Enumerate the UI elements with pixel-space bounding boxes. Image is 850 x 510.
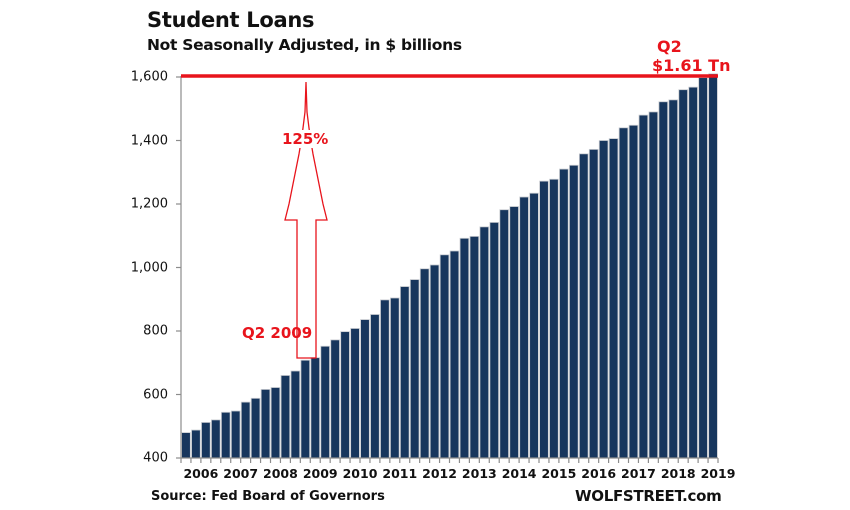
bar-2007Q1: [220, 411, 231, 459]
bar-2019Q2: [708, 73, 718, 459]
bar-2007Q4: [250, 397, 261, 459]
bar-2011Q4: [409, 279, 420, 459]
bar-2006Q4: [211, 419, 221, 459]
bar-2009Q4: [330, 339, 340, 459]
bar-2011Q3: [399, 286, 410, 459]
bar-2013Q4: [489, 222, 500, 459]
bar-2008Q2: [270, 387, 281, 459]
bar-2014Q1: [499, 209, 509, 459]
growth-arrow-icon: [284, 81, 328, 359]
bar-2012Q2: [429, 264, 440, 459]
bar-2018Q1: [658, 101, 669, 459]
bar-2009Q2: [310, 357, 321, 459]
bar-2018Q2: [668, 99, 679, 459]
x-tick-label: 2008: [263, 466, 298, 481]
bar-2017Q2: [628, 124, 639, 459]
x-tick-label: 2015: [541, 466, 577, 481]
annotation-latest-value: $1.61 Tn: [652, 56, 731, 75]
bar-2016Q1: [578, 153, 589, 459]
bar-2011Q1: [380, 299, 390, 459]
bar-2018Q3: [678, 89, 688, 459]
axes: [176, 76, 719, 463]
bar-2012Q1: [419, 268, 430, 459]
source-note: Source: Fed Board of Governors: [151, 489, 385, 504]
bar-2013Q3: [479, 226, 490, 459]
chart-subtitle: Not Seasonally Adjusted, in $ billions: [147, 36, 462, 54]
bar-2010Q2: [350, 328, 360, 459]
bar-2009Q1: [300, 359, 311, 459]
bar-2008Q1: [260, 389, 271, 459]
bar-2006Q3: [201, 422, 211, 459]
bar-2012Q4: [449, 250, 460, 459]
bar-2016Q3: [598, 140, 609, 459]
x-tick-label: 2018: [660, 466, 696, 481]
bar-2009Q3: [320, 345, 330, 459]
bar-2008Q4: [290, 370, 301, 459]
x-tick-label: 2013: [461, 466, 497, 481]
bar-2007Q2: [230, 410, 241, 459]
bar-2011Q2: [390, 297, 400, 459]
bar-2017Q1: [618, 127, 629, 459]
annotation-baseline-period: Q2 2009: [242, 324, 313, 342]
x-tick-label: 2016: [581, 466, 617, 481]
bar-2017Q4: [648, 111, 659, 459]
bar-2010Q3: [360, 319, 370, 459]
y-tick-label: 600: [143, 387, 168, 402]
y-tick-label: 1,600: [130, 69, 168, 85]
bar-2019Q1: [698, 77, 708, 459]
bar-2017Q3: [638, 114, 649, 459]
bar-2012Q3: [439, 254, 450, 459]
y-tick-label: 1,000: [130, 260, 168, 275]
bar-2013Q2: [469, 235, 480, 459]
bar-2015Q2: [549, 178, 559, 459]
bar-2008Q3: [280, 375, 291, 459]
x-tick-label: 2017: [621, 466, 656, 481]
bar-2010Q4: [370, 314, 380, 459]
bar-2018Q4: [688, 86, 698, 459]
x-tick-label: 2011: [382, 466, 418, 481]
bar-2006Q2: [191, 429, 201, 459]
bar-2010Q1: [340, 331, 350, 459]
annotation-latest-period: Q2: [657, 37, 682, 56]
chart-title: Student Loans: [147, 8, 315, 32]
annotation-growth-percent: 125%: [281, 130, 330, 148]
bar-2007Q3: [240, 401, 251, 459]
bar-2014Q2: [509, 206, 519, 459]
y-tick-label: 800: [143, 323, 168, 339]
y-tick-label: 1,400: [130, 133, 168, 148]
x-tick-label: 2019: [700, 466, 736, 481]
bar-2015Q1: [539, 180, 549, 459]
bar-2016Q2: [588, 148, 599, 459]
x-tick-label: 2006: [183, 466, 219, 481]
bar-2016Q4: [608, 138, 619, 459]
bar-2015Q3: [559, 168, 569, 459]
x-tick-label: 2014: [501, 466, 537, 481]
bar-2006Q1: [181, 432, 191, 459]
x-tick-label: 2009: [302, 466, 338, 481]
x-tick-label: 2007: [223, 466, 259, 481]
y-tick-label: 400: [143, 450, 168, 466]
x-tick-label: 2010: [342, 466, 378, 481]
bar-2013Q1: [459, 237, 470, 459]
bar-2014Q4: [529, 192, 539, 459]
brand-watermark: WOLFSTREET.com: [575, 487, 722, 505]
x-tick-label: 2012: [422, 466, 457, 481]
bar-series: [181, 73, 718, 459]
bar-2015Q4: [569, 164, 579, 459]
y-tick-label: 1,200: [130, 196, 168, 212]
bar-2014Q3: [519, 196, 529, 459]
